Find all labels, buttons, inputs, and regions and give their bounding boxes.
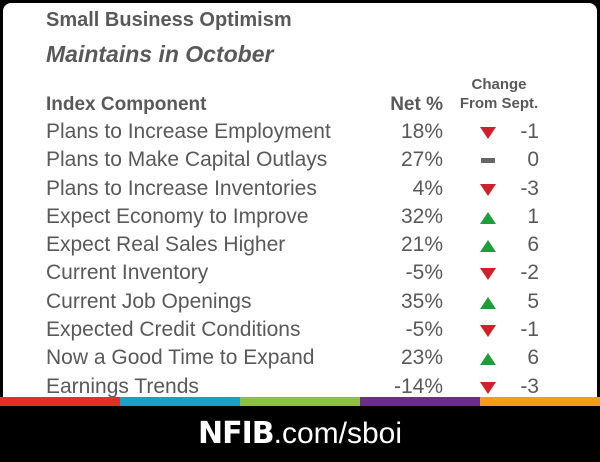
triangle-up-icon [480,240,496,253]
column-header-change: Change From Sept. [451,75,547,113]
row-change: 6 [527,346,539,370]
page-subtitle: Maintains in October [46,41,274,67]
row-net-percent: -14% [393,374,443,397]
table-row: Expect Economy to Improve 32% 1 [3,204,597,232]
triangle-down-icon [480,325,496,338]
table-row: Current Job Openings 35% 5 [3,289,597,317]
triangle-down-icon [480,381,496,394]
table-row: Earnings Trends -14% -3 [3,374,597,397]
table-row: Expect Real Sales Higher 21% 6 [3,232,597,260]
stripe-segment [360,397,480,406]
brand-logo: NFIB [197,416,275,451]
triangle-up-icon [480,296,496,309]
row-net-percent: 18% [400,120,443,143]
index-table: Plans to Increase Employment 18% -1 Plans t… [3,119,597,397]
row-change: -2 [520,261,539,285]
stripe-segment [0,397,120,406]
row-change: 1 [527,204,539,228]
stripe-segment [120,397,240,406]
page-title: Small Business Optimism [46,9,292,31]
row-change: -3 [520,374,539,397]
row-component: Expect Economy to Improve [46,204,309,228]
triangle-down-icon [480,183,496,196]
row-net-percent: 23% [400,346,443,370]
footer: NFIB.com/sboi [0,406,600,462]
triangle-up-icon [480,353,496,366]
row-component: Earnings Trends [46,374,199,397]
row-change: 0 [527,148,539,172]
row-net-percent: 4% [412,176,443,200]
table-row: Plans to Increase Employment 18% -1 [3,119,597,147]
row-component: Expected Credit Conditions [46,318,301,342]
table-row: Current Inventory -5% -2 [3,260,597,288]
row-net-percent: 27% [400,148,443,172]
row-change: -3 [520,176,539,200]
row-change: -1 [520,120,539,143]
brand-url: .com/sboi [273,417,403,450]
row-component: Current Inventory [46,261,209,285]
row-change: -1 [520,318,539,342]
row-component: Now a Good Time to Expand [46,346,315,370]
stripe-segment [480,397,600,406]
row-change: 5 [527,289,539,313]
row-component: Plans to Increase Employment [46,120,331,143]
triangle-down-icon [480,127,496,139]
triangle-up-icon [480,211,496,224]
table-row: Now a Good Time to Expand 23% 6 [3,345,597,373]
row-net-percent: -5% [405,318,443,342]
table-row: Expected Credit Conditions -5% -1 [3,317,597,345]
column-header-net: Net % [390,94,443,115]
column-header-change-line1: Change [471,76,527,93]
color-stripe [0,397,600,406]
row-net-percent: 35% [400,289,443,313]
row-component: Plans to Make Capital Outlays [46,148,328,172]
row-component: Current Job Openings [46,289,252,313]
table-row: Plans to Increase Inventories 4% -3 [3,176,597,204]
row-component: Plans to Increase Inventories [46,176,317,200]
stripe-segment [240,397,360,406]
row-net-percent: 32% [400,204,443,228]
sboi-card: Small Business Optimism Maintains in Oct… [3,3,597,397]
dash-icon [481,158,495,164]
column-header-change-line2: From Sept. [459,95,539,112]
row-net-percent: -5% [405,261,443,285]
triangle-down-icon [480,268,496,281]
table-row: Plans to Make Capital Outlays 27% 0 [3,147,597,175]
row-component: Expect Real Sales Higher [46,233,286,257]
column-header-component: Index Component [46,94,207,115]
row-net-percent: 21% [400,233,443,257]
row-change: 6 [527,233,539,257]
footer-link[interactable]: NFIB.com/sboi [0,416,600,451]
